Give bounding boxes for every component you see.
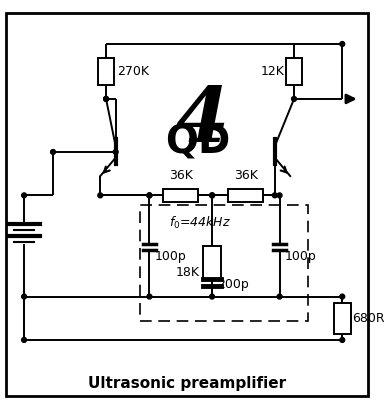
Text: 100p: 100p [154, 250, 186, 263]
Circle shape [22, 294, 26, 299]
Text: 4: 4 [176, 85, 229, 158]
Text: QD: QD [165, 123, 230, 161]
Text: 270K: 270K [117, 65, 149, 78]
Circle shape [104, 97, 109, 101]
Bar [286, 58, 302, 85]
Circle shape [22, 193, 26, 198]
Bar [140, 205, 308, 321]
Circle shape [210, 193, 215, 198]
Bar [163, 189, 198, 202]
Circle shape [340, 42, 345, 46]
Text: 680R: 680R [352, 312, 385, 325]
Circle shape [277, 294, 282, 299]
Circle shape [147, 193, 152, 198]
Circle shape [98, 193, 103, 198]
Text: 12K: 12K [260, 65, 284, 78]
Text: 36K: 36K [169, 169, 193, 182]
Circle shape [340, 294, 345, 299]
Circle shape [113, 150, 118, 154]
Text: 36K: 36K [234, 169, 258, 182]
Circle shape [277, 193, 282, 198]
Text: 100p: 100p [284, 250, 316, 263]
Circle shape [340, 337, 345, 342]
Text: 200p: 200p [217, 278, 249, 291]
Circle shape [22, 337, 26, 342]
Circle shape [210, 193, 215, 198]
Text: 18K: 18K [175, 266, 199, 279]
Text: $f_0$=44kHz: $f_0$=44kHz [169, 215, 231, 231]
Bar [98, 58, 114, 85]
Circle shape [50, 150, 55, 154]
Circle shape [210, 294, 215, 299]
Circle shape [104, 97, 109, 101]
Circle shape [147, 294, 152, 299]
Bar [203, 247, 221, 279]
Circle shape [147, 193, 152, 198]
Bar [229, 189, 263, 202]
Circle shape [292, 97, 296, 101]
Circle shape [272, 193, 277, 198]
Bar [334, 303, 351, 334]
Text: Ultrasonic preamplifier: Ultrasonic preamplifier [88, 376, 286, 391]
